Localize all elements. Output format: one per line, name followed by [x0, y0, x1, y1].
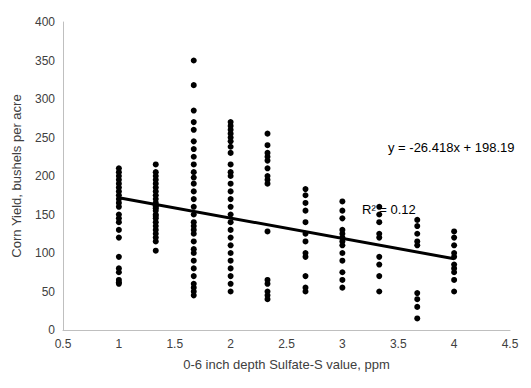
svg-text:0-6 inch depth Sulfate-S value: 0-6 inch depth Sulfate-S value, ppm [183, 357, 390, 372]
svg-text:y = -26.418x + 198.19: y = -26.418x + 198.19 [388, 140, 514, 155]
svg-text:350: 350 [35, 54, 55, 68]
svg-text:250: 250 [35, 131, 55, 145]
svg-text:200: 200 [35, 169, 55, 183]
svg-text:100: 100 [35, 246, 55, 260]
svg-text:400: 400 [35, 15, 55, 29]
svg-text:300: 300 [35, 92, 55, 106]
svg-text:3.5: 3.5 [390, 337, 407, 351]
svg-text:3: 3 [339, 337, 346, 351]
svg-text:2: 2 [227, 337, 234, 351]
svg-text:1.5: 1.5 [166, 337, 183, 351]
svg-text:4: 4 [451, 337, 458, 351]
svg-text:R² = 0.12: R² = 0.12 [362, 202, 416, 217]
svg-text:0.5: 0.5 [55, 337, 72, 351]
svg-text:4.5: 4.5 [502, 337, 519, 351]
svg-text:0: 0 [48, 323, 55, 337]
svg-text:1: 1 [116, 337, 123, 351]
svg-text:50: 50 [42, 285, 56, 299]
svg-text:150: 150 [35, 208, 55, 222]
svg-text:Corn Yield, bushels per acre: Corn Yield, bushels per acre [9, 94, 24, 257]
svg-text:2.5: 2.5 [278, 337, 295, 351]
